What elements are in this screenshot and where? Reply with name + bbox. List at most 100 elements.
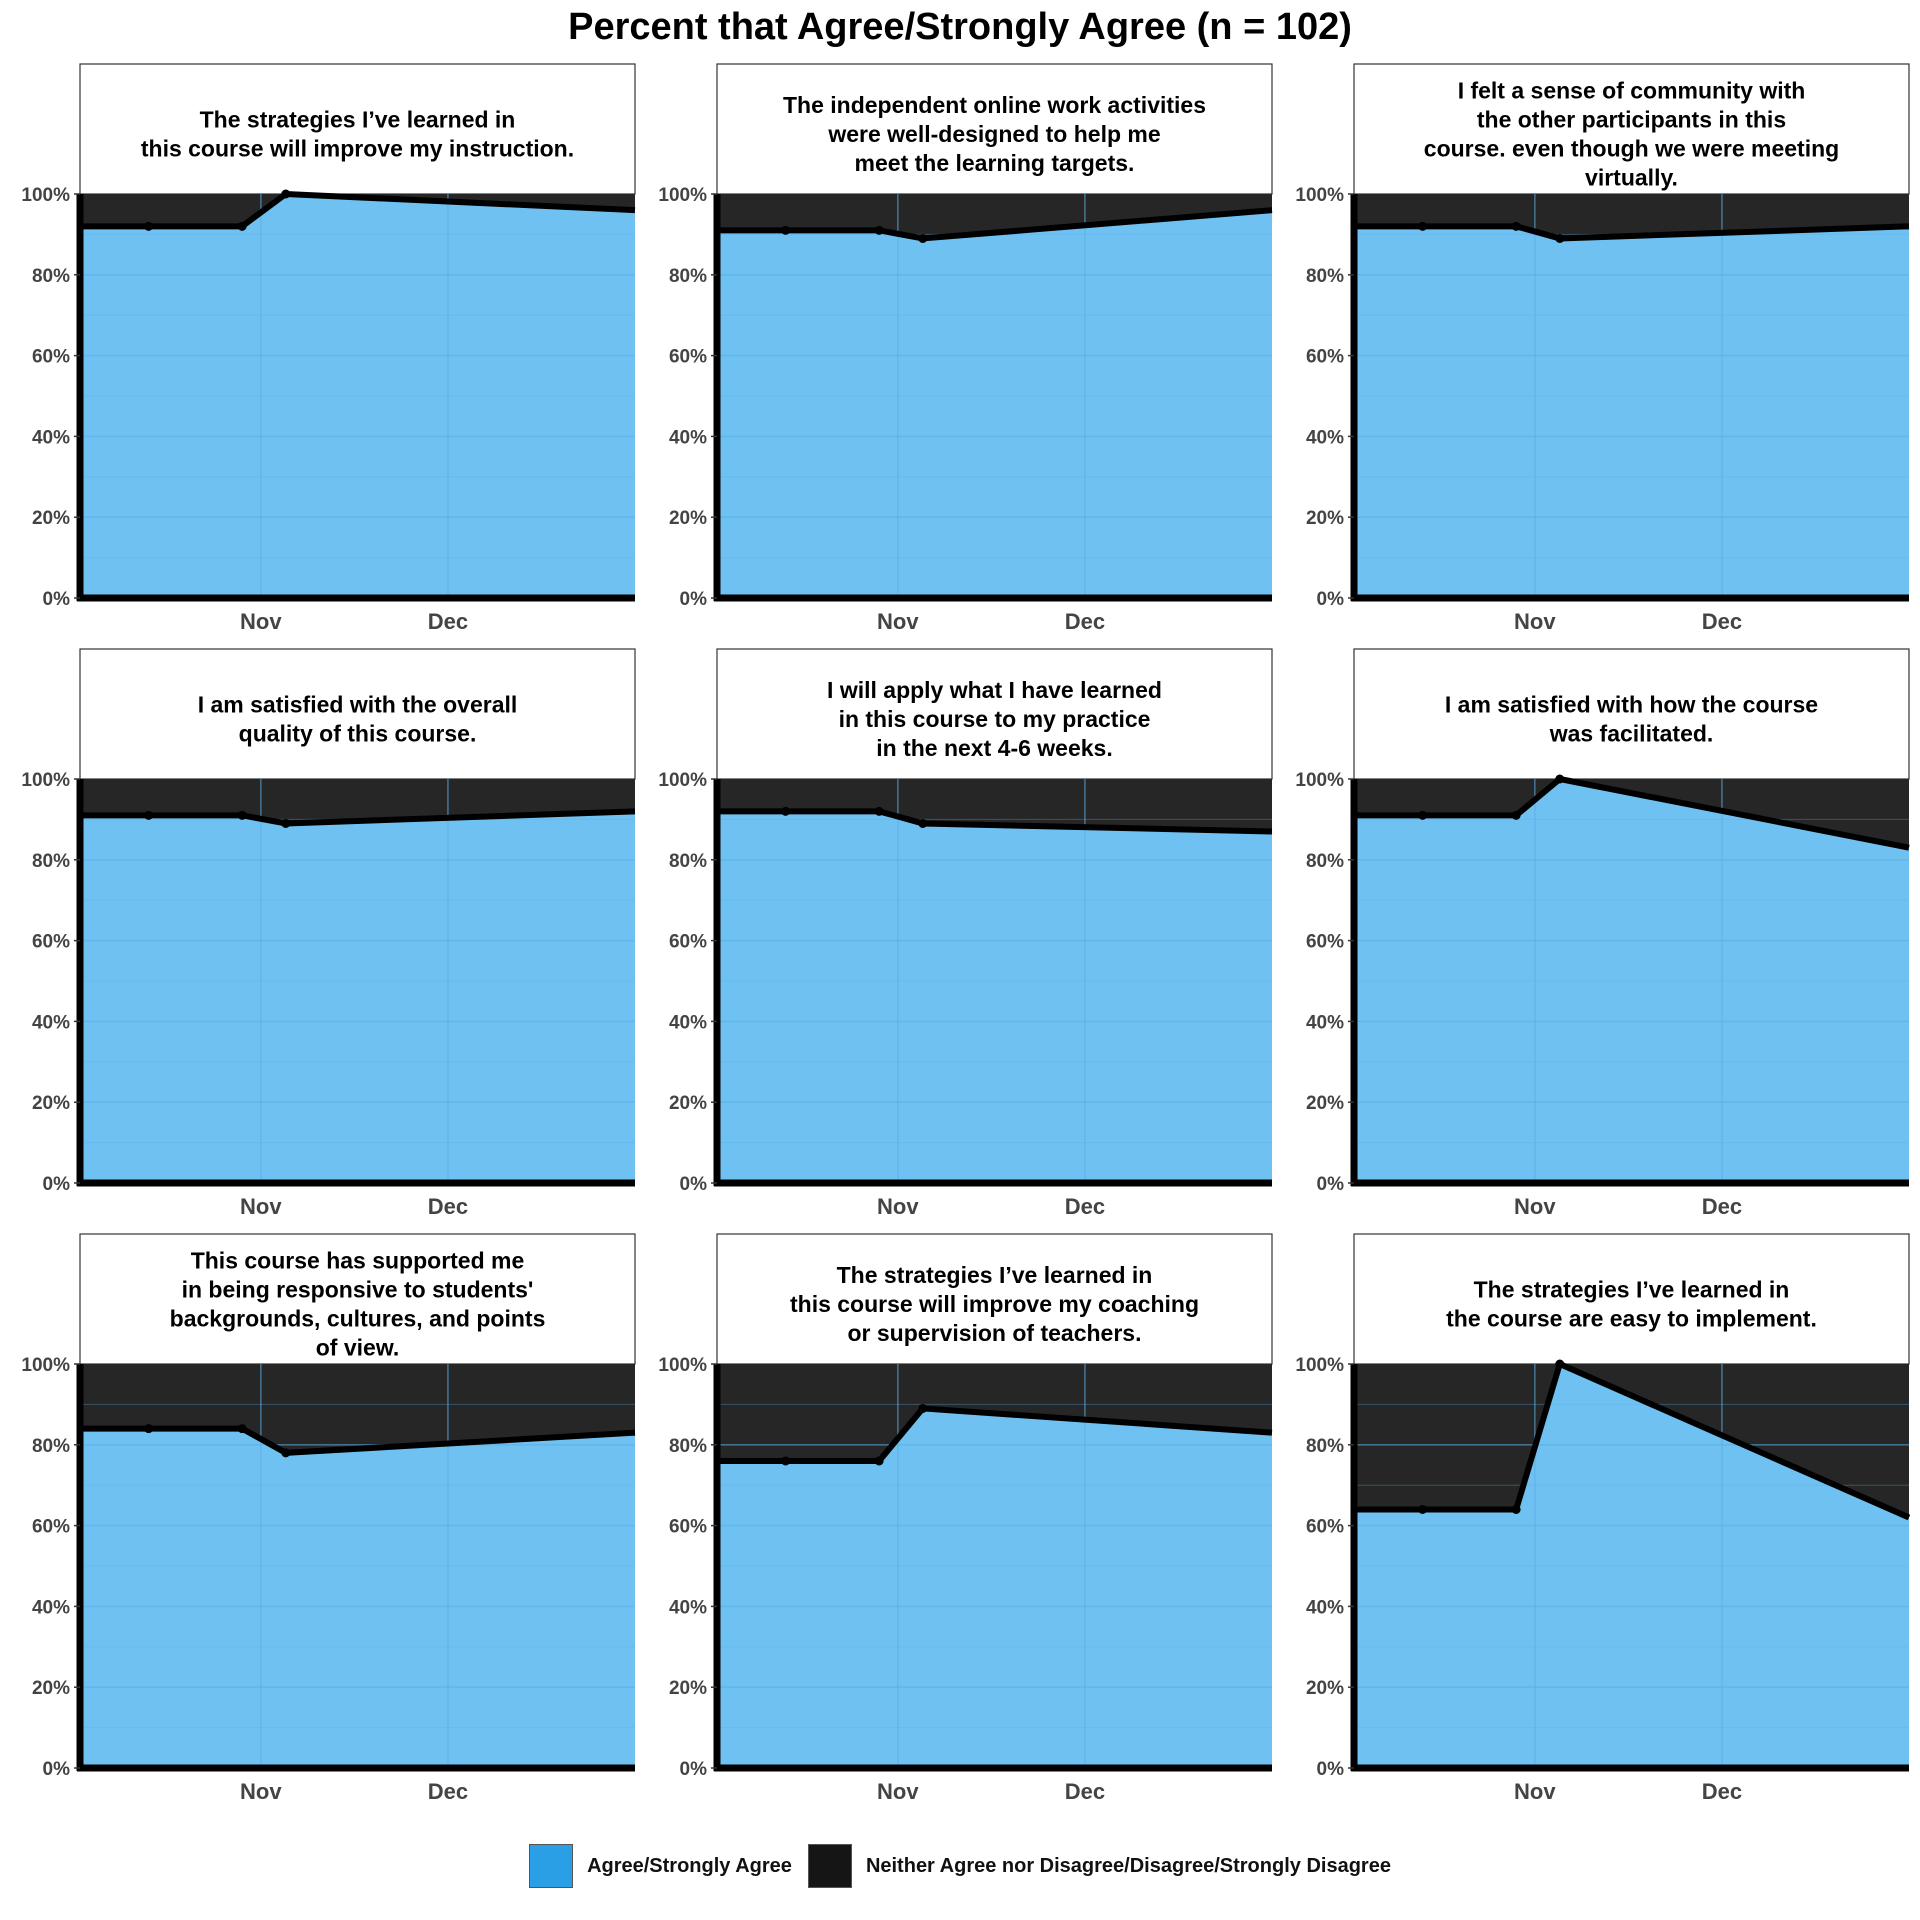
x-tick-label: Nov bbox=[1514, 1194, 1556, 1219]
chart-title-line: or supervision of teachers. bbox=[848, 1320, 1142, 1346]
agree-area bbox=[80, 811, 635, 1183]
x-tick-label: Nov bbox=[1514, 1779, 1556, 1804]
x-tick-label: Dec bbox=[428, 1194, 468, 1219]
chart-title-line: This course has supported me bbox=[191, 1248, 525, 1274]
y-tick-label: 40% bbox=[32, 427, 70, 448]
y-tick-label: 0% bbox=[43, 1174, 71, 1195]
data-point bbox=[237, 1424, 247, 1434]
chart-title-box bbox=[1353, 648, 1910, 780]
data-point bbox=[918, 233, 928, 243]
x-tick-label: Dec bbox=[1702, 609, 1742, 634]
y-tick-label: 40% bbox=[32, 1597, 70, 1618]
chart-title-line: The strategies I’ve learned in bbox=[200, 107, 516, 133]
chart-panel: The strategies I’ve learned in the course… bbox=[1295, 1233, 1911, 1804]
data-point bbox=[874, 1456, 884, 1466]
y-tick-label: 20% bbox=[1306, 1093, 1344, 1114]
agree-area bbox=[1354, 779, 1909, 1183]
y-tick-label: 100% bbox=[1295, 1355, 1344, 1376]
data-point bbox=[144, 221, 154, 231]
y-tick-label: 40% bbox=[1306, 1597, 1344, 1618]
data-point bbox=[1555, 1359, 1565, 1369]
legend-label-agree: Agree/Strongly Agree bbox=[587, 1854, 792, 1877]
data-point bbox=[1555, 774, 1565, 784]
chart-panel: I am satisfied with how the course was fa… bbox=[1295, 648, 1910, 1219]
data-point bbox=[144, 810, 154, 820]
y-tick-label: 60% bbox=[32, 1517, 70, 1538]
x-tick-label: Nov bbox=[877, 1779, 919, 1804]
x-tick-label: Nov bbox=[877, 609, 919, 634]
x-tick-label: Dec bbox=[428, 609, 468, 634]
x-tick-label: Dec bbox=[428, 1779, 468, 1804]
y-tick-label: 60% bbox=[1306, 1517, 1344, 1538]
x-tick-label: Dec bbox=[1065, 1779, 1105, 1804]
y-tick-label: 80% bbox=[1306, 266, 1344, 287]
agree-area bbox=[80, 194, 635, 598]
y-tick-label: 60% bbox=[669, 1517, 707, 1538]
x-tick-label: Dec bbox=[1065, 609, 1105, 634]
chart-title-line: The strategies I’ve learned in bbox=[1474, 1277, 1790, 1303]
chart-title-line: I will apply what I have learned bbox=[827, 677, 1162, 703]
y-tick-label: 80% bbox=[32, 1436, 70, 1457]
chart-panel: The strategies I’ve learned in this cours… bbox=[21, 63, 636, 634]
data-point bbox=[781, 806, 791, 816]
data-point bbox=[1418, 221, 1428, 231]
y-tick-label: 0% bbox=[1317, 1759, 1345, 1780]
chart-title-box bbox=[1353, 63, 1910, 195]
chart-title-line: I felt a sense of community with bbox=[1458, 78, 1806, 104]
agree-area bbox=[1354, 1364, 1909, 1768]
legend-swatch-disagree bbox=[807, 1844, 852, 1888]
y-tick-label: 0% bbox=[680, 1174, 708, 1195]
chart-title: I will apply what I have learned in this … bbox=[827, 677, 1162, 761]
chart-title-line: was facilitated. bbox=[1549, 721, 1714, 747]
x-tick-label: Nov bbox=[240, 1779, 282, 1804]
data-point bbox=[1511, 1504, 1521, 1514]
y-tick-label: 40% bbox=[669, 427, 707, 448]
chart-title: The independent online work activities we… bbox=[783, 92, 1206, 176]
y-tick-label: 40% bbox=[669, 1012, 707, 1033]
legend-swatch-agree bbox=[529, 1844, 574, 1888]
chart-title-line: in the next 4-6 weeks. bbox=[876, 735, 1112, 761]
y-tick-label: 60% bbox=[1306, 932, 1344, 953]
y-tick-label: 80% bbox=[1306, 1436, 1344, 1457]
data-point bbox=[281, 1448, 291, 1458]
chart-title-box bbox=[79, 63, 636, 195]
y-tick-label: 100% bbox=[1295, 185, 1344, 206]
chart-title-line: in being responsive to students' bbox=[182, 1277, 534, 1303]
chart-title-box bbox=[716, 63, 1273, 195]
y-tick-label: 100% bbox=[658, 185, 707, 206]
chart-title: I am satisfied with how the course was fa… bbox=[1445, 692, 1818, 747]
data-point bbox=[1555, 233, 1565, 243]
y-tick-label: 0% bbox=[680, 589, 708, 610]
chart-title: The strategies I’ve learned in this cours… bbox=[790, 1262, 1199, 1346]
chart-panel: I am satisfied with the overall quality o… bbox=[21, 648, 636, 1219]
x-tick-label: Dec bbox=[1065, 1194, 1105, 1219]
data-point bbox=[918, 818, 928, 828]
y-tick-label: 20% bbox=[32, 508, 70, 529]
x-tick-label: Dec bbox=[1702, 1194, 1742, 1219]
chart-title-line: the other participants in this bbox=[1477, 107, 1786, 133]
data-point bbox=[874, 225, 884, 235]
y-tick-label: 60% bbox=[32, 932, 70, 953]
agree-area bbox=[80, 1428, 635, 1768]
y-tick-label: 60% bbox=[669, 932, 707, 953]
chart-title: I felt a sense of community with the othe… bbox=[1424, 78, 1839, 191]
y-tick-label: 0% bbox=[1317, 589, 1345, 610]
data-point bbox=[237, 810, 247, 820]
chart-title-box bbox=[716, 1233, 1273, 1365]
y-tick-label: 80% bbox=[32, 851, 70, 872]
x-tick-label: Dec bbox=[1702, 1779, 1742, 1804]
chart-title: I am satisfied with the overall quality o… bbox=[198, 692, 518, 747]
chart-title-line: virtually. bbox=[1585, 165, 1678, 191]
y-tick-label: 100% bbox=[658, 770, 707, 791]
agree-area bbox=[717, 811, 1272, 1183]
chart-title-line: The independent online work activities bbox=[783, 92, 1206, 118]
y-tick-label: 80% bbox=[669, 1436, 707, 1457]
data-point bbox=[144, 1424, 154, 1434]
chart-panel: The independent online work activities we… bbox=[658, 63, 1273, 634]
legend-item-agree: Agree/Strongly Agree bbox=[529, 1844, 792, 1888]
y-tick-label: 100% bbox=[1295, 770, 1344, 791]
y-tick-label: 40% bbox=[1306, 427, 1344, 448]
y-tick-label: 80% bbox=[669, 266, 707, 287]
chart-title-line: this course will improve my instruction. bbox=[141, 136, 574, 162]
y-tick-label: 80% bbox=[1306, 851, 1344, 872]
